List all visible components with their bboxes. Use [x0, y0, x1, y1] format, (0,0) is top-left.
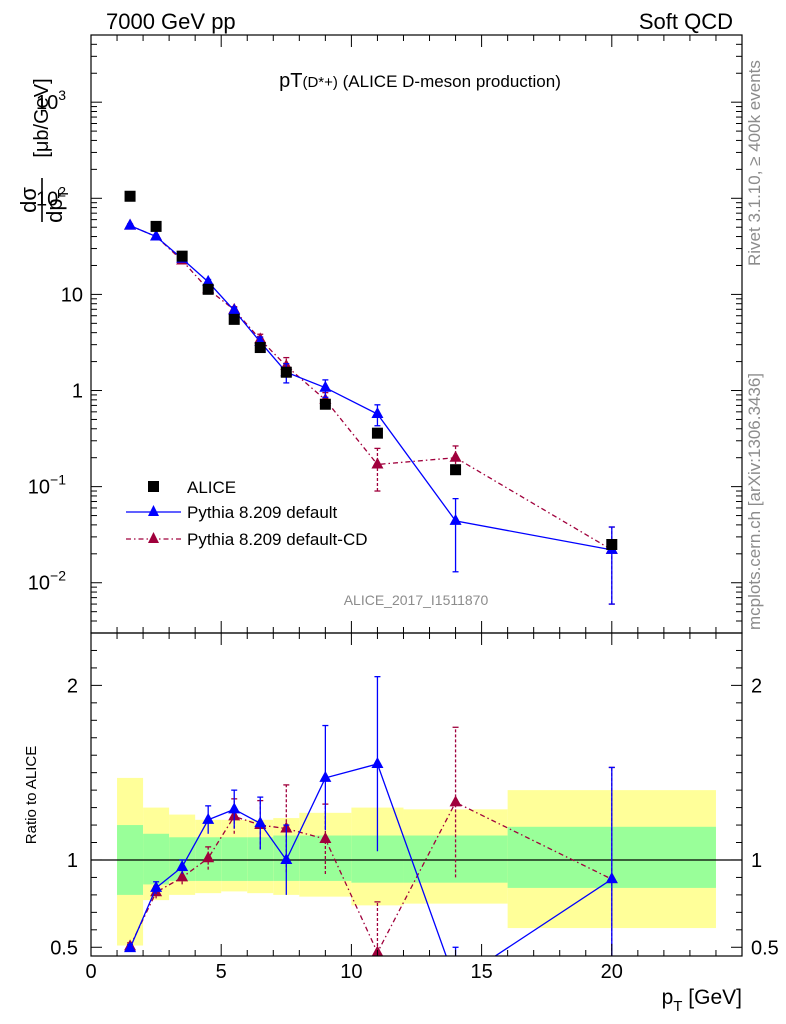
x-label-subscript: T [673, 998, 682, 1015]
point-alice [450, 464, 462, 476]
ratio-panel: 0 5 10 15 20 0.5 0.5 1 1 2 2 Ratio to ALICE pT [Ge… [23, 632, 779, 1015]
rivet-label: Rivet 3.1.10, ≥ 400k events [745, 60, 764, 266]
series-line-pythia-default-cd [129, 224, 613, 551]
process-label: Soft QCD [639, 9, 733, 34]
point-alice [254, 342, 266, 354]
ratio-point-pythia-default [228, 802, 241, 814]
legend: ALICE Pythia 8.209 default Pythia 8.209 … [126, 478, 368, 549]
energy-label: 7000 GeV pp [106, 9, 236, 34]
ratio-bands [91, 777, 742, 946]
point-pythia-default [449, 513, 462, 525]
x-label-unit: [GeV] [682, 986, 742, 1009]
point-pythia-default [124, 218, 137, 230]
ratio-point-pythia-default [371, 756, 384, 768]
ratio-point-pythia-default-cd [449, 795, 462, 807]
main-title: pT(D*+) (ALICE D-meson production) [279, 70, 561, 92]
y-tick-label: 1 [72, 381, 83, 403]
point-pythia-default [228, 303, 241, 315]
legend-marker-alice [148, 481, 159, 492]
title-sub: (D*+) [302, 74, 337, 91]
y-axis-label: dσ dpT [μb/GeV] [16, 78, 72, 223]
ratio-point-pythia-default [176, 859, 189, 871]
legend-label-alice: ALICE [187, 478, 236, 497]
ratio-y-tick-label-right: 0.5 [751, 937, 779, 959]
y-label-unit: [μb/GeV] [31, 78, 53, 157]
legend-marker-pythia-default-cd [148, 532, 159, 543]
title-rest: (ALICE D-meson production) [338, 72, 561, 91]
y-tick-label: 10 [61, 284, 83, 306]
ratio-y-tick-label: 1 [67, 850, 78, 872]
ratio-point-pythia-default [605, 872, 618, 884]
point-alice [150, 220, 162, 232]
ratio-y-tick-label-right: 2 [751, 675, 762, 697]
ratio-marks [124, 675, 618, 957]
x-axis-label: pT [GeV] [662, 986, 742, 1015]
point-alice [319, 398, 331, 410]
point-pythia-default [150, 229, 163, 241]
ratio-y-tick-label: 0.5 [50, 937, 78, 959]
point-alice [124, 190, 136, 202]
point-alice [228, 313, 240, 325]
legend-item-alice: ALICE [148, 478, 236, 497]
point-alice [606, 538, 618, 550]
ratio-y-label: Ratio to ALICE [23, 746, 40, 844]
x-tick-label: 15 [470, 961, 492, 983]
analysis-watermark: ALICE_2017_I1511870 [344, 592, 489, 608]
ratio-y-tick-label-right: 1 [751, 850, 762, 872]
title-main: pT [279, 70, 302, 92]
y-tick-label: 10−2 [28, 568, 66, 595]
y-tick-label: 103 [36, 87, 66, 114]
y-label-denominator: dpT [42, 189, 72, 223]
point-alice [371, 427, 383, 439]
legend-label-pythia-default: Pythia 8.209 default [187, 503, 338, 522]
point-alice [280, 366, 292, 378]
ratio-point-pythia-default [124, 941, 137, 953]
x-tick-label: 5 [216, 961, 227, 983]
series-line-pythia-default [129, 224, 612, 551]
uncertainty-band-inner [143, 833, 170, 885]
main-marks [124, 190, 618, 605]
point-pythia-default [202, 274, 215, 286]
ratio-point-pythia-default-cd [319, 832, 332, 844]
y-label-numerator: dσ [16, 187, 41, 213]
ratio-frame [90, 632, 743, 957]
point-alice [176, 250, 188, 262]
y-tick-label: 10−1 [28, 472, 66, 499]
point-alice [202, 283, 214, 295]
ratio-point-pythia-default [150, 880, 163, 892]
point-pythia-default [371, 406, 384, 418]
uncertainty-band-inner [221, 837, 248, 881]
legend-label-pythia-default-cd: Pythia 8.209 default-CD [187, 530, 368, 549]
x-tick-label: 10 [340, 961, 362, 983]
ratio-y-tick-label: 2 [67, 675, 78, 697]
legend-item-pythia-default: Pythia 8.209 default [126, 503, 338, 522]
x-tick-label: 0 [85, 961, 96, 983]
mcplots-label: mcplots.cern.ch [arXiv:1306.3436] [745, 373, 764, 630]
ratio-point-pythia-default-cd [202, 851, 215, 863]
ratio-point-pythia-default-cd [176, 870, 189, 882]
ratio-point-pythia-default [254, 816, 267, 828]
point-pythia-default-cd [449, 450, 462, 462]
ratio-axes: 0 5 10 15 20 0.5 0.5 1 1 2 2 [50, 633, 779, 983]
y-label-subscript: T [55, 189, 72, 198]
point-pythia-default-cd [371, 457, 384, 469]
point-pythia-default [319, 380, 332, 392]
x-tick-label: 20 [601, 961, 623, 983]
legend-marker-pythia-default [148, 505, 159, 516]
legend-item-pythia-default-cd: Pythia 8.209 default-CD [126, 530, 368, 549]
ratio-point-pythia-default [280, 852, 293, 864]
ratio-point-pythia-default [319, 770, 332, 782]
ratio-point-pythia-default [202, 812, 215, 824]
